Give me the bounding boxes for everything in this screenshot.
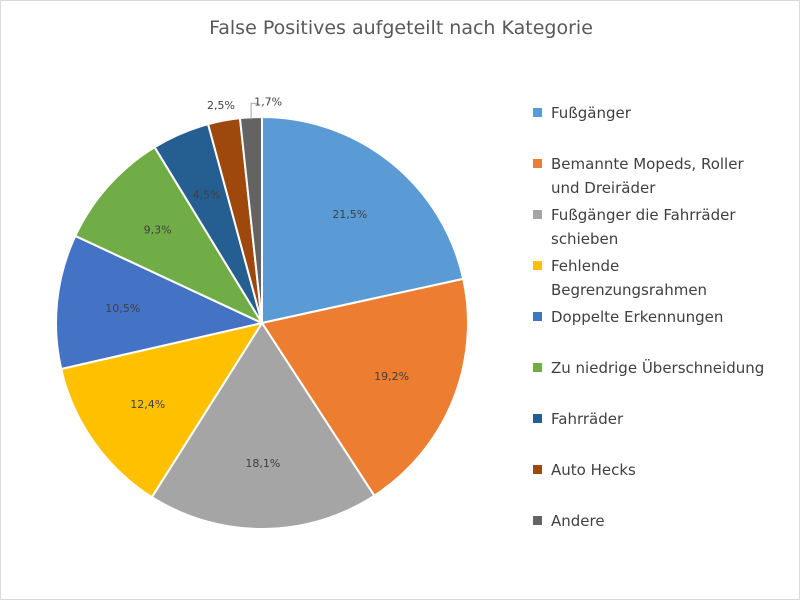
legend-label: Doppelte Erkennungen [551, 305, 723, 329]
leader-line-andere [250, 102, 259, 120]
legend-swatch [533, 312, 542, 321]
legend-label: Fußgänger die Fahrräder schieben [551, 203, 735, 251]
legend-label-line: Fahrräder [551, 410, 624, 428]
data-label-bemannte-mopeds-roller-und-dreiraeder: 19,2% [374, 370, 409, 383]
legend-swatch [533, 363, 542, 372]
legend-label: Fehlende Begrenzungsrahmen [551, 254, 707, 302]
legend-label-line: Begrenzungsrahmen [551, 281, 708, 299]
pie-slice-fehlende-begrenzungsrahmen [60, 321, 265, 499]
data-label-zu-niedrige-ueberschneidung: 9,3% [144, 224, 172, 237]
legend-label: Fußgänger [551, 101, 631, 125]
legend-swatch [533, 414, 542, 423]
data-label-fussgaenger-die-fahrraeder-schieben: 18,1% [245, 457, 280, 470]
data-label-fehlende-begrenzungsrahmen: 12,4% [130, 398, 165, 411]
legend-label-line: Andere [551, 512, 605, 530]
pie-slice-bemannte-mopeds-roller-und-dreiraeder [260, 277, 469, 498]
data-label-doppelte-erkennungen: 10,5% [105, 302, 140, 315]
legend-label: Auto Hecks [551, 458, 636, 482]
legend-label: Fahrräder [551, 407, 623, 431]
legend-label-line: Fußgänger die Fahrräder [551, 206, 736, 224]
legend-label-line: Doppelte Erkennungen [551, 308, 724, 326]
legend-label-line: schieben [551, 230, 619, 248]
legend-swatch [533, 465, 542, 474]
legend-label: Bemannte Mopeds, Roller und Dreiräder [551, 152, 744, 200]
legend-swatch [533, 516, 542, 525]
legend-label-line: Auto Hecks [551, 461, 636, 479]
legend-swatch [533, 210, 542, 219]
data-label-andere: 1,7% [254, 95, 282, 108]
chart-title: False Positives aufgeteilt nach Kategori… [209, 17, 593, 39]
legend-swatch [533, 261, 542, 270]
legend-label: Zu niedrige Überschneidung [551, 356, 764, 380]
data-label-auto-hecks: 2,5% [207, 99, 235, 112]
legend-label-line: Fehlende [551, 257, 620, 275]
data-label-fussgaenger: 21,5% [332, 208, 367, 221]
legend-label-line: Bemannte Mopeds, Roller [551, 155, 744, 173]
pie-slice-zu-niedrige-ueberschneidung [73, 145, 265, 326]
legend-label-line: Zu niedrige Überschneidung [551, 359, 765, 377]
legend-label: Andere [551, 509, 605, 533]
pie-slice-fussgaenger-die-fahrraeder-schieben [150, 321, 376, 530]
legend-swatch [533, 159, 542, 168]
legend-swatch [533, 108, 542, 117]
data-label-fahrraeder: 4,5% [193, 188, 221, 201]
pie-slice-fussgaenger [261, 115, 465, 325]
legend-label-line: und Dreiräder [551, 179, 656, 197]
pie-slice-doppelte-erkennungen [55, 234, 266, 371]
legend-label-line: Fußgänger [551, 104, 631, 122]
